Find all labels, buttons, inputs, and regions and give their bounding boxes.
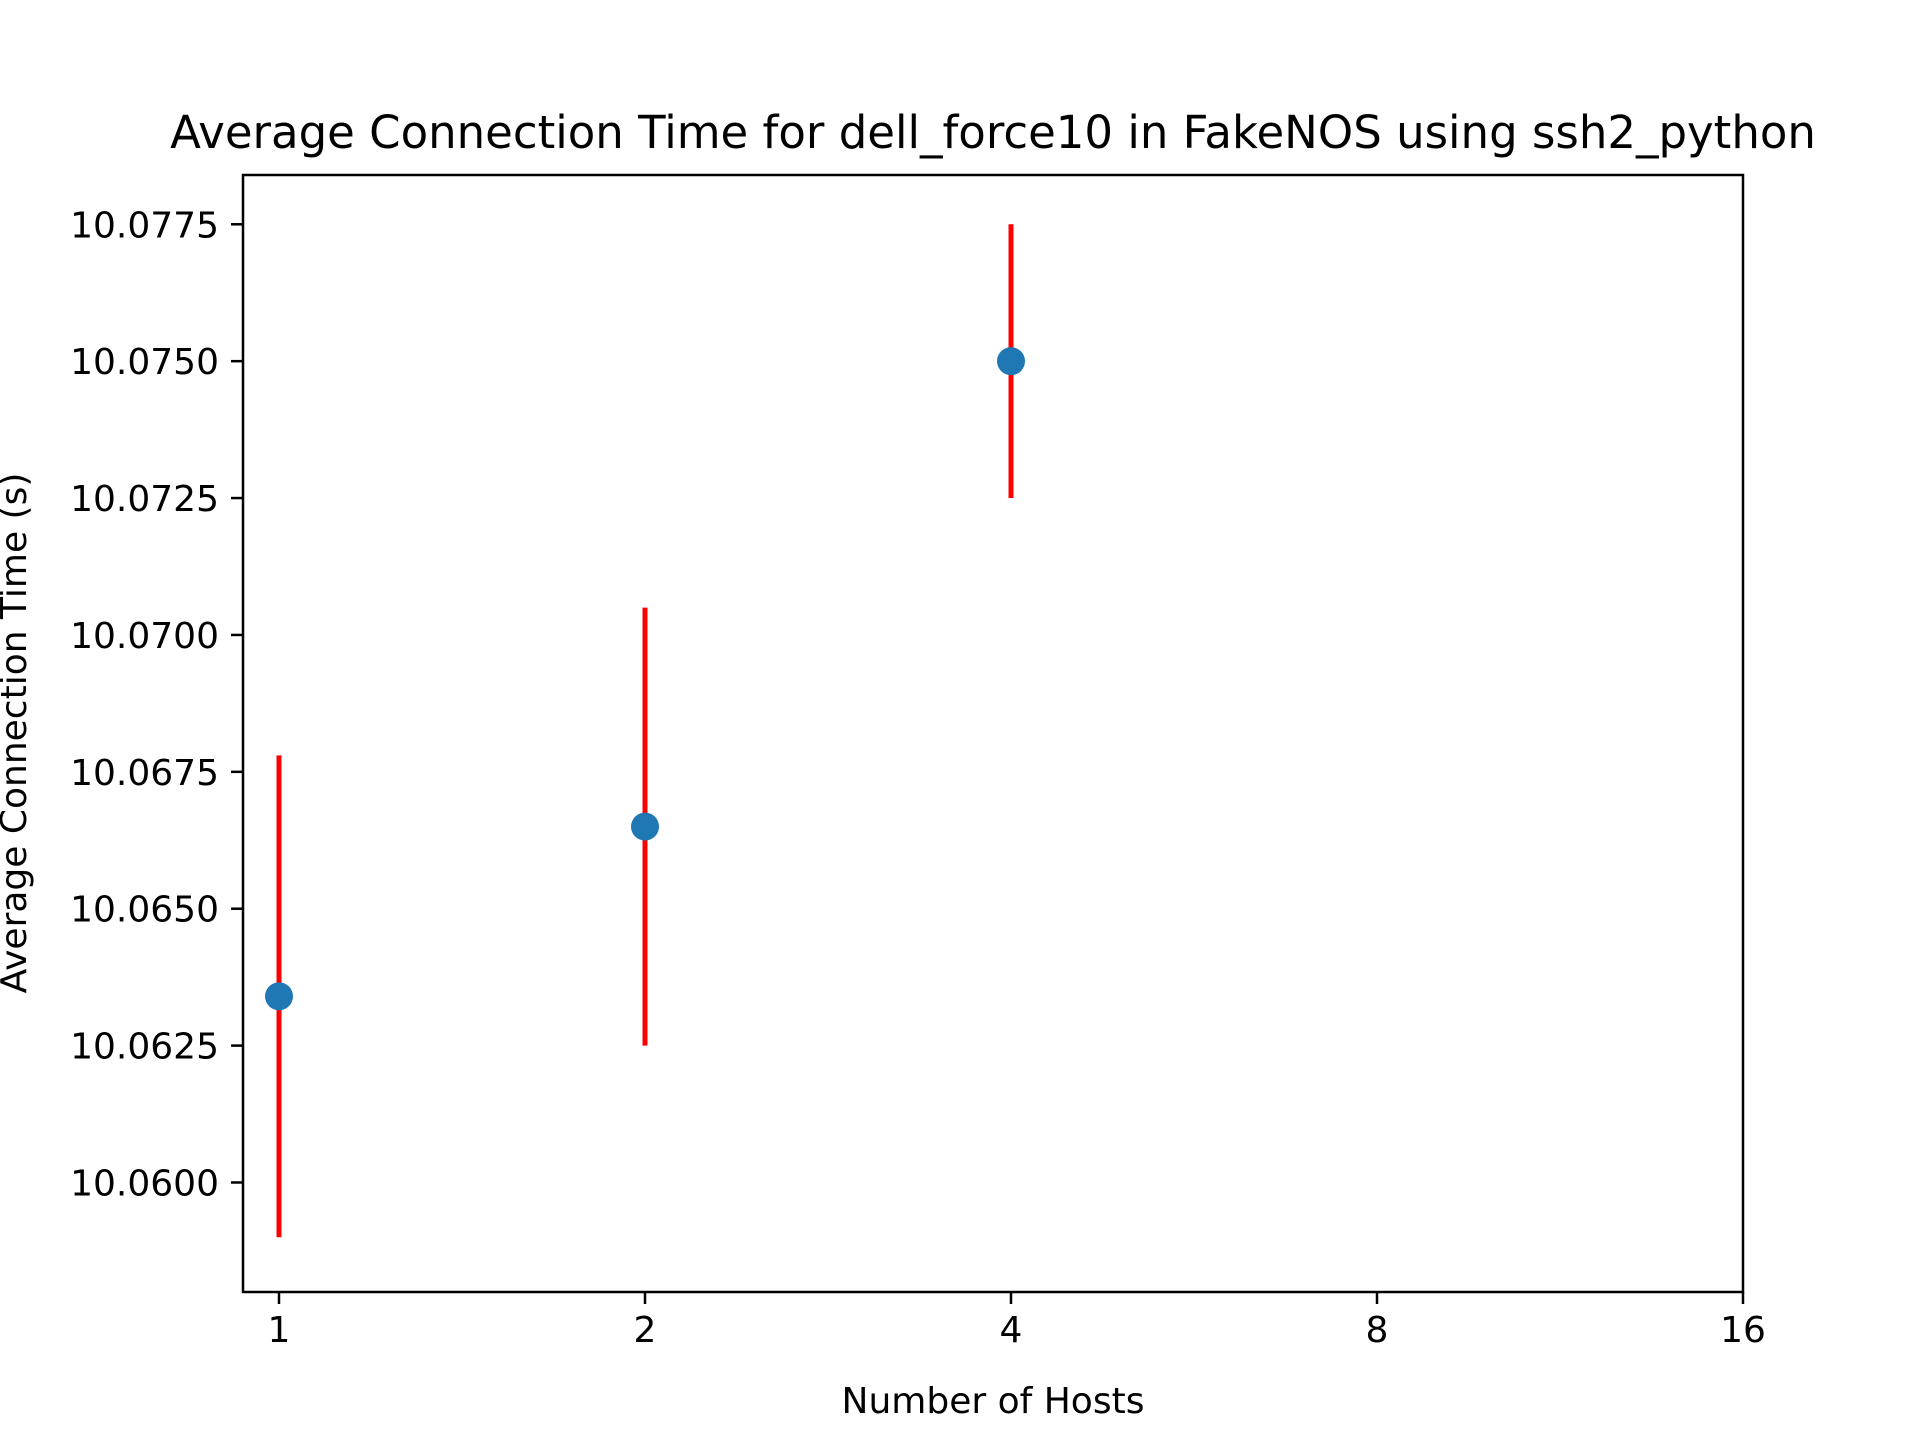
y-tick-label-2: 10.0650	[70, 890, 219, 931]
y-tick-label-3: 10.0675	[70, 753, 219, 794]
y-axis-title: Average Connection Time (s)	[0, 473, 35, 994]
marker-layer	[265, 347, 1025, 1011]
y-tick-label-5: 10.0725	[70, 479, 219, 520]
x-tick-label-4: 16	[1720, 1310, 1766, 1351]
y-axis: 10.0600 10.0625 10.0650 10.0675 10.0700 10.07…	[70, 205, 243, 1204]
x-tick-label-3: 8	[1366, 1310, 1389, 1351]
chart-title: Average Connection Time for dell_force10…	[170, 106, 1816, 159]
y-tick-label-1: 10.0625	[70, 1027, 219, 1068]
y-tick-label-6: 10.0750	[70, 342, 219, 383]
x-axis-title: Number of Hosts	[842, 1381, 1145, 1422]
x-tick-label-0: 1	[268, 1310, 291, 1351]
x-tick-label-1: 2	[634, 1310, 657, 1351]
x-axis: 1 2 4 8 16	[268, 1292, 1766, 1351]
data-point-0-1	[631, 812, 659, 841]
plot-frame	[241, 173, 1745, 1294]
y-tick-label-4: 10.0700	[70, 616, 219, 657]
y-tick-label-0: 10.0600	[70, 1163, 219, 1204]
data-point-0-2	[997, 347, 1025, 376]
data-point-0-0	[265, 982, 293, 1011]
x-tick-label-2: 4	[1000, 1310, 1023, 1351]
y-tick-label-7: 10.0775	[70, 205, 219, 246]
